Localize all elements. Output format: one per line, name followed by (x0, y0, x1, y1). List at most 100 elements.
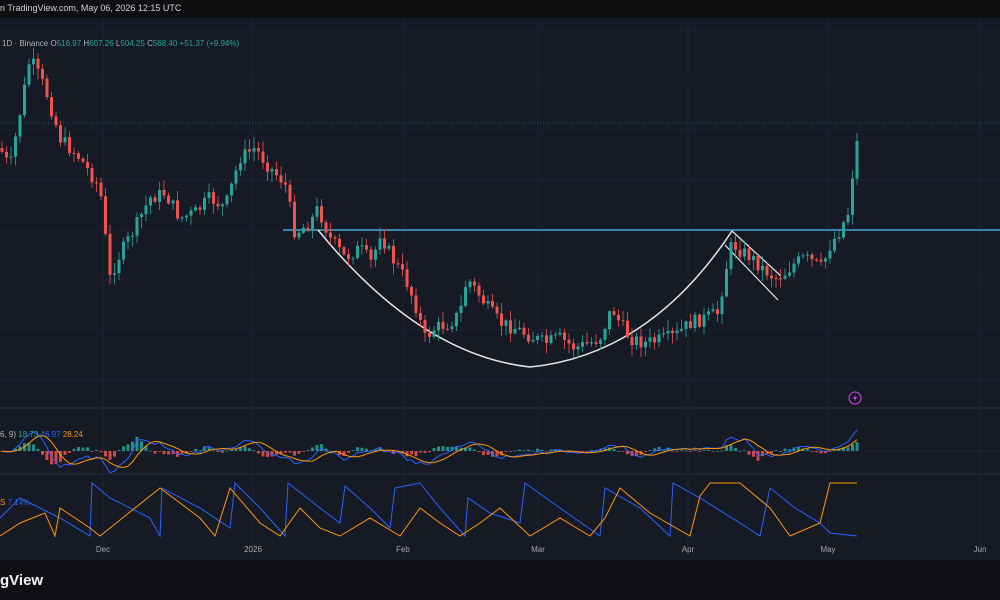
macd-bar (122, 446, 125, 451)
macd-bar (423, 451, 427, 453)
candle (18, 113, 22, 143)
candle (689, 313, 692, 330)
candle (572, 338, 575, 358)
macd-bar (486, 451, 490, 455)
macd-bar (135, 436, 139, 451)
macd-bar (144, 446, 148, 451)
macd-params: 6, 9) (0, 430, 17, 439)
candle (765, 262, 769, 280)
candle (752, 251, 755, 271)
chart-area[interactable]: Dec 2026 Feb Mar Apr May Jun 1D · Binance O516… (0, 18, 1000, 560)
macd-bar (747, 451, 751, 455)
interval-label: 1D · Binance (2, 39, 49, 48)
candle (716, 301, 719, 323)
macd-bar (653, 448, 656, 451)
candle (815, 257, 818, 263)
candle (851, 170, 854, 225)
macd-bar (338, 451, 341, 456)
candle (842, 220, 845, 240)
candle (621, 311, 625, 327)
candle (792, 258, 796, 278)
x-axis: Dec 2026 Feb Mar Apr May Jun (96, 545, 987, 554)
candle (437, 317, 440, 341)
candle (131, 232, 134, 247)
macd-bar (455, 446, 458, 451)
macd-bar (599, 448, 602, 451)
candle (288, 180, 292, 208)
candle (806, 250, 809, 262)
candle (428, 326, 431, 344)
candle (122, 237, 125, 265)
candle (734, 235, 737, 259)
candle (378, 227, 382, 255)
candle (518, 320, 521, 331)
candle (144, 195, 148, 222)
x-tick-label: Apr (682, 545, 695, 554)
candle (707, 307, 710, 321)
candle (126, 231, 130, 250)
macd-bar (855, 442, 859, 451)
macd-bar (131, 441, 134, 451)
candle (77, 151, 80, 162)
candle (446, 323, 449, 331)
candle (599, 337, 602, 350)
candle (230, 182, 233, 203)
cup-arc (317, 229, 733, 368)
candle (720, 292, 724, 324)
macd-bar (239, 447, 242, 451)
macd-bar (527, 449, 530, 451)
macd-bar (297, 451, 301, 454)
macd-bar (216, 451, 220, 453)
macd-bar (126, 444, 130, 451)
macd-bar (234, 449, 238, 451)
candle (545, 329, 548, 354)
macd-bar (644, 451, 647, 452)
macd-bar (680, 450, 683, 452)
candle (522, 323, 526, 339)
candle (509, 310, 512, 342)
macd-bar (302, 451, 305, 452)
macd-bar (81, 447, 85, 451)
candle (50, 91, 53, 120)
candle (468, 279, 472, 293)
macd-bar (414, 451, 418, 457)
candle (90, 163, 94, 188)
macd-bar (230, 450, 233, 451)
candle (761, 256, 764, 282)
candle (554, 332, 557, 340)
macd-bar (846, 447, 850, 451)
price-chart[interactable]: Dec 2026 Feb Mar Apr May Jun (0, 18, 1000, 560)
macd-bar (720, 450, 724, 452)
candle (207, 183, 211, 204)
macd-bar (464, 447, 467, 451)
candle (297, 230, 301, 241)
macd-bar (284, 451, 287, 453)
macd-bar (612, 449, 616, 451)
macd-bar (716, 450, 719, 452)
macd-bar (522, 450, 526, 452)
macd-bar (788, 449, 791, 451)
high-value: 607.26 (89, 39, 114, 48)
macd-bar (666, 448, 670, 451)
candle (495, 302, 499, 319)
macd-bar (77, 447, 80, 451)
lightning-icon (848, 391, 862, 405)
candle (612, 307, 616, 317)
candle (180, 215, 184, 223)
candle (423, 315, 427, 342)
candle (95, 176, 98, 193)
candle (819, 252, 823, 266)
candle (239, 157, 242, 176)
candle (63, 126, 67, 146)
candle (81, 156, 85, 164)
candle (14, 132, 17, 166)
macd-bar (828, 451, 832, 452)
macd-bar (437, 446, 440, 451)
macd-bar (324, 448, 328, 451)
candle (608, 310, 611, 335)
oscillator-legend: S 7.14% (0, 498, 30, 507)
signal-line (1, 435, 858, 469)
macd-bar (738, 450, 742, 452)
candle (360, 236, 364, 256)
macd-bar (104, 451, 107, 457)
